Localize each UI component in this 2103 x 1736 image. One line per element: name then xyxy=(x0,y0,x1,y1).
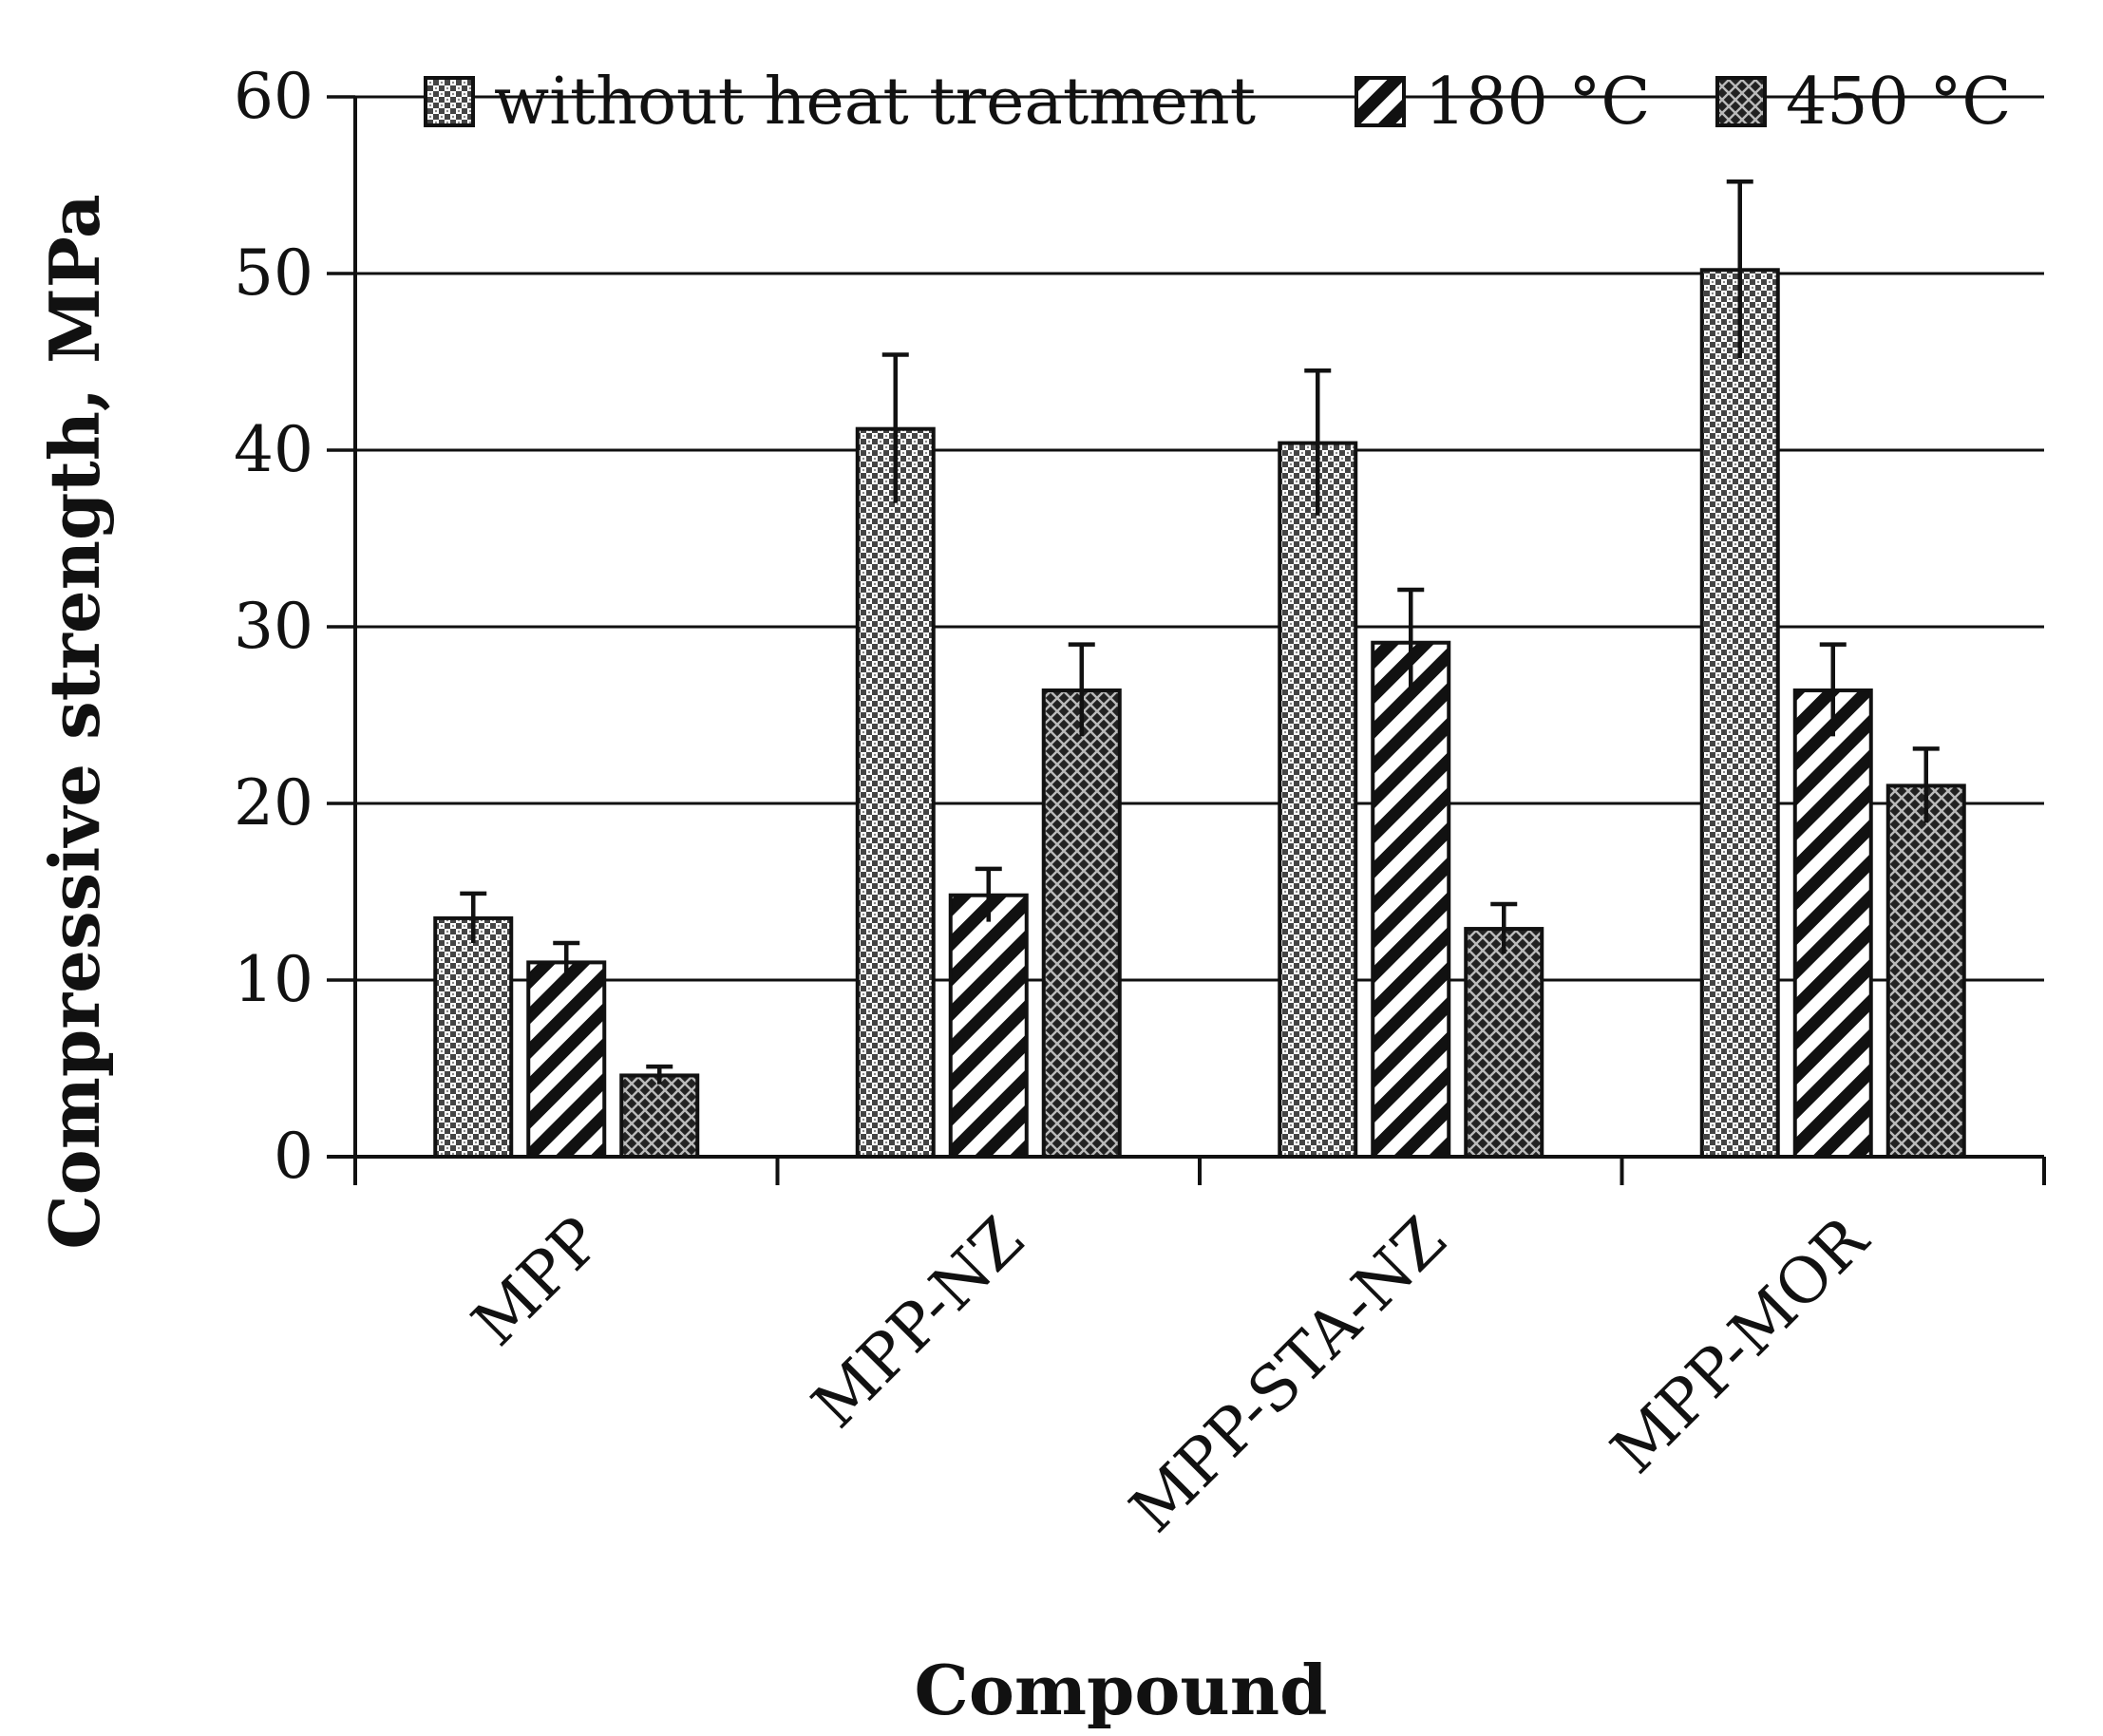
bar-mpp-mor-180-c xyxy=(1792,688,1873,1160)
error-bar-mpp-without-heat-treatment xyxy=(460,891,487,943)
error-bar-mpp-mor-180-c xyxy=(1819,642,1847,737)
axes xyxy=(327,97,2046,1185)
legend-swatch-450c xyxy=(1715,76,1767,127)
bar-mpp-nz-180-c xyxy=(948,893,1029,1159)
legend-swatch-180c xyxy=(1355,76,1406,127)
bar-mpp-nz-450-c xyxy=(1041,688,1122,1160)
y-tick-label-20: 20 xyxy=(234,766,313,840)
y-tick-label-40: 40 xyxy=(234,413,313,486)
bar-mpp-nz-without-heat-treatment xyxy=(855,426,936,1159)
bar-mpp-mor-without-heat-treatment xyxy=(1699,268,1780,1159)
y-tick-label-30: 30 xyxy=(234,590,313,663)
error-bar-mpp-180-c xyxy=(553,940,580,982)
legend-label-without-heat-treatment: without heat treatment xyxy=(494,65,1256,140)
y-tick-label-10: 10 xyxy=(234,943,313,1016)
error-bar-mpp-sta-nz-450-c xyxy=(1490,901,1518,954)
x-axis-title: Compound xyxy=(915,1650,1328,1730)
bar-mpp-450-c xyxy=(619,1073,700,1159)
error-bar-mpp-450-c xyxy=(646,1064,673,1085)
legend-label-450c: 450 °C xyxy=(1786,65,2011,140)
bars xyxy=(433,268,1966,1160)
bar-mpp-mor-450-c xyxy=(1885,783,1966,1160)
error-bar-mpp-nz-450-c xyxy=(1068,642,1095,737)
y-axis-title: Compressive strength, MPa xyxy=(34,194,115,1249)
error-bar-mpp-nz-without-heat-treatment xyxy=(881,352,909,503)
x-tick-label-mpp-mor: MPP-MOR xyxy=(1598,1201,1884,1487)
x-tick-labels: MPP MPP-NZ MPP-STA-NZ MPP-MOR xyxy=(459,1201,1884,1546)
error-bar-mpp-mor-without-heat-treatment xyxy=(1726,179,1753,359)
x-tick-label-mpp: MPP xyxy=(459,1203,616,1360)
error-bar-mpp-sta-nz-180-c xyxy=(1397,587,1425,696)
error-bar-mpp-nz-180-c xyxy=(975,866,1002,922)
y-tick-label-50: 50 xyxy=(234,236,313,310)
bar-mpp-without-heat-treatment xyxy=(433,915,514,1160)
legend-label-180c: 180 °C xyxy=(1425,65,1650,140)
y-tick-labels: 0 10 20 30 40 50 60 xyxy=(234,60,313,1193)
y-tick-label-60: 60 xyxy=(234,60,313,133)
error-bars xyxy=(460,179,1940,1085)
error-bar-mpp-sta-nz-without-heat-treatment xyxy=(1304,368,1332,516)
y-tick-label-0: 0 xyxy=(274,1120,313,1193)
legend-swatch-without-heat-treatment xyxy=(424,76,475,127)
error-bar-mpp-mor-450-c xyxy=(1912,746,1940,823)
x-tick-label-mpp-nz: MPP-NZ xyxy=(799,1203,1038,1443)
bar-mpp-180-c xyxy=(526,960,607,1160)
bar-mpp-sta-nz-450-c xyxy=(1464,927,1544,1159)
bar-mpp-sta-nz-180-c xyxy=(1371,640,1451,1159)
bar-mpp-sta-nz-without-heat-treatment xyxy=(1278,441,1358,1159)
x-tick-label-mpp-sta-nz: MPP-STA-NZ xyxy=(1116,1203,1460,1547)
legend: without heat treatment 180 °C 450 °C xyxy=(424,65,2011,140)
